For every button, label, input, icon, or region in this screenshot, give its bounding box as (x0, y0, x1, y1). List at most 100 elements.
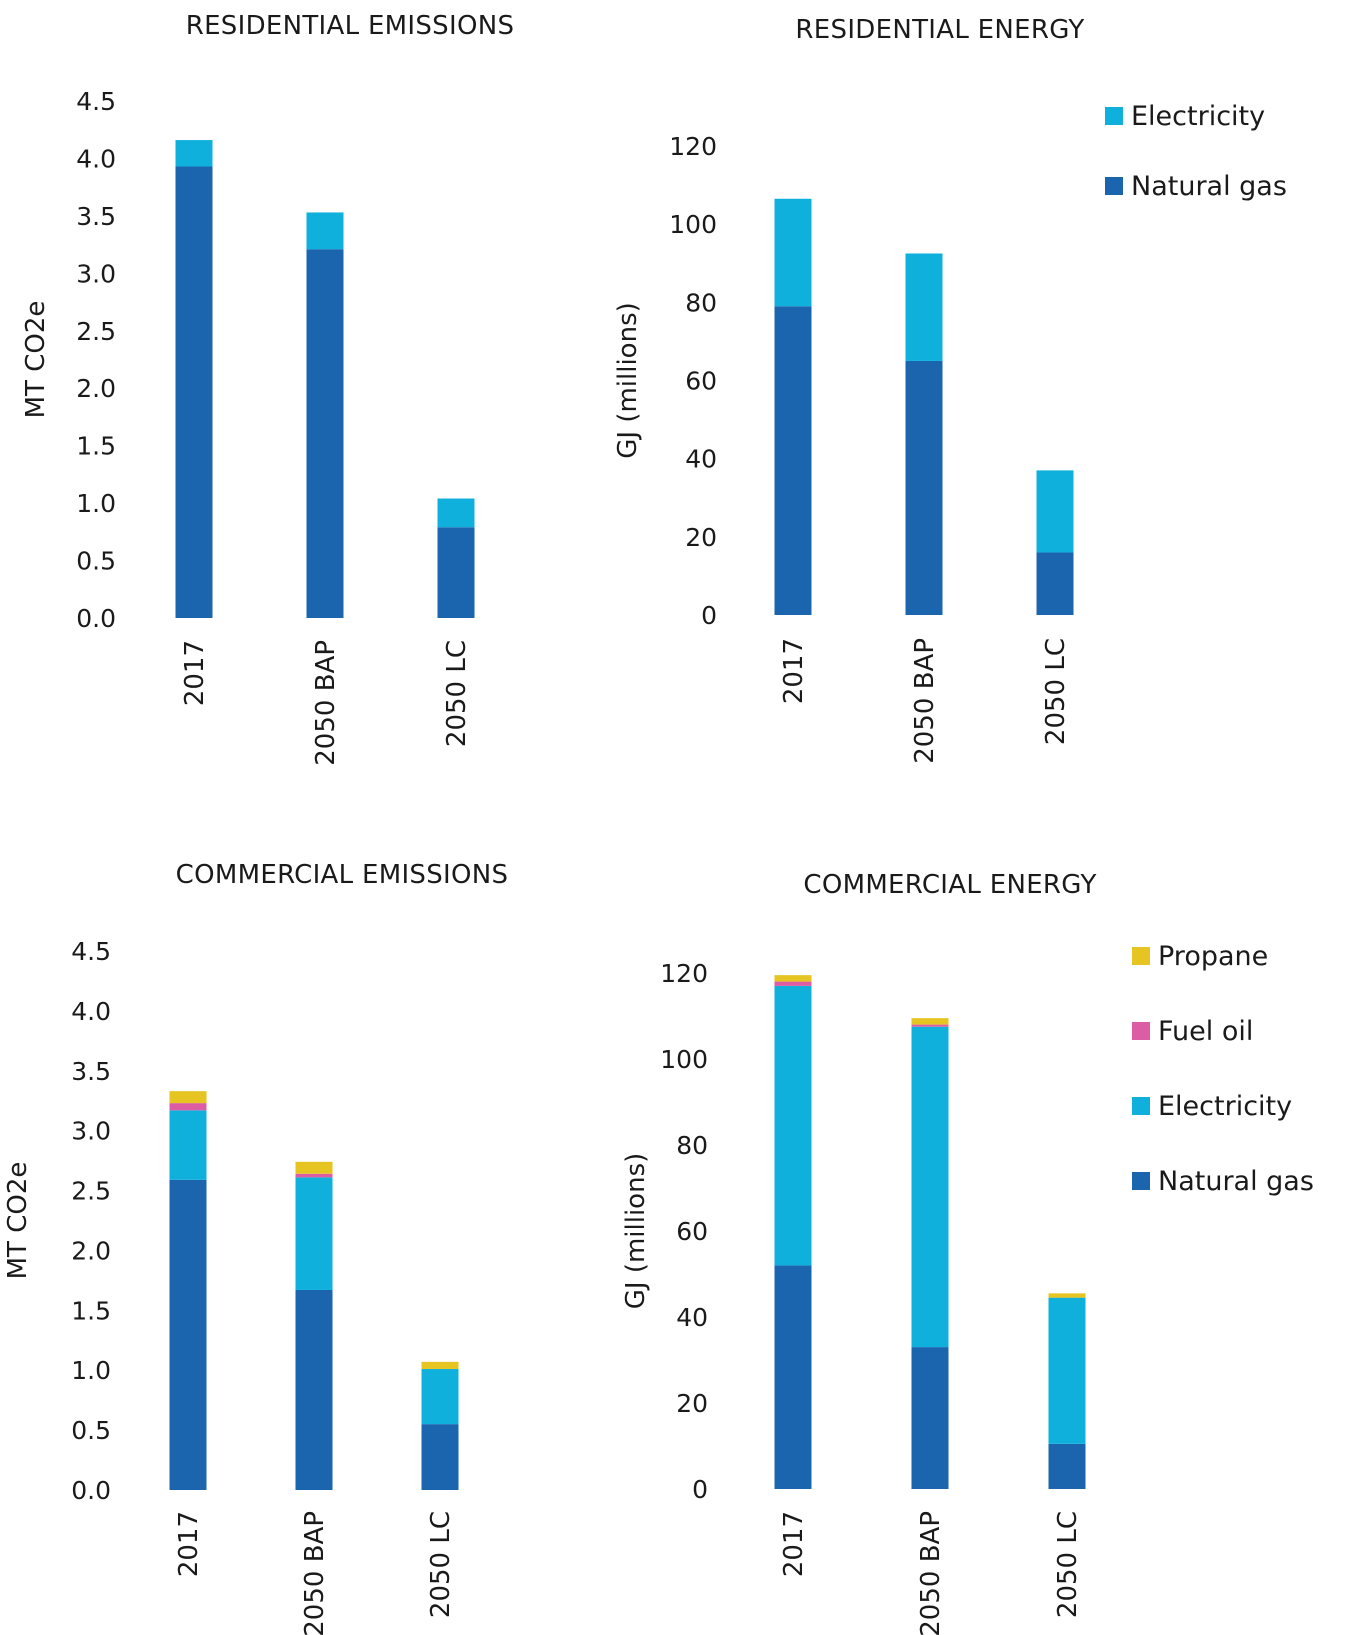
legend-swatch (1105, 177, 1123, 195)
y-tick-label: 3.5 (76, 202, 116, 231)
x-category-label: 2050 BAP (311, 640, 341, 766)
y-tick-label: 0.0 (76, 604, 116, 633)
bar-electricity (421, 1369, 459, 1425)
legend-label: Fuel oil (1158, 1016, 1253, 1047)
x-category-label: 2050 BAP (916, 1511, 946, 1635)
y-tick-label: 0 (692, 1475, 708, 1504)
y-axis-title: GJ (millions) (613, 302, 643, 459)
chart-4: COMMERCIAL ENERGY 0 20 40 60 80 100 120 GJ (mill… (621, 870, 1314, 1635)
bar-propane (1048, 1293, 1086, 1298)
bar-propane (169, 1091, 207, 1104)
legend-label: Electricity (1158, 1091, 1292, 1122)
y-tick-label: 0 (701, 601, 717, 630)
bar-fuel-oil (911, 1024, 949, 1027)
bar-electricity (774, 198, 812, 307)
bar-propane (421, 1361, 459, 1370)
x-category-label: 2017 (779, 1511, 809, 1577)
y-tick-label: 40 (685, 445, 717, 474)
bar-natural-gas (1048, 1443, 1086, 1489)
legend-label: Natural gas (1158, 1166, 1314, 1197)
x-category-label: 2050 LC (442, 640, 472, 747)
bar-natural-gas (911, 1347, 949, 1489)
legend-swatch (1132, 1172, 1150, 1190)
y-tick-label: 1.0 (71, 1356, 111, 1385)
chart-title: RESIDENTIAL ENERGY (795, 15, 1084, 45)
x-category-label: 2050 LC (426, 1511, 456, 1618)
chart-2: RESIDENTIAL ENERGY 0 20 40 60 80 100 120 GJ (mil… (613, 15, 1287, 764)
bar-electricity (295, 1177, 333, 1290)
y-tick-label: 40 (676, 1303, 708, 1332)
bar-electricity (911, 1026, 949, 1348)
bar-natural-gas (774, 306, 812, 615)
x-category-label: 2050 LC (1053, 1511, 1083, 1618)
bar-natural-gas (169, 1179, 207, 1490)
legend-swatch (1132, 1097, 1150, 1115)
bar-natural-gas (437, 527, 475, 618)
x-category-label: 2050 BAP (300, 1511, 330, 1635)
y-tick-label: 2.0 (76, 374, 116, 403)
bar-natural-gas (421, 1424, 459, 1490)
y-tick-label: 0.0 (71, 1476, 111, 1505)
legend-swatch (1105, 107, 1123, 125)
legend-label: Propane (1158, 941, 1268, 972)
y-tick-label: 100 (660, 1045, 708, 1074)
bar-natural-gas (1036, 552, 1074, 615)
bar-electricity (905, 253, 943, 361)
y-tick-label: 1.5 (71, 1296, 111, 1325)
y-tick-label: 20 (685, 523, 717, 552)
chart-title: RESIDENTIAL EMISSIONS (186, 11, 515, 41)
bar-natural-gas (774, 1265, 812, 1489)
chart-1: RESIDENTIAL EMISSIONS 0.0 0.5 1.0 1.5 2.0 2.5 3… (21, 11, 514, 766)
y-tick-label: 4.0 (71, 997, 111, 1026)
legend-label: Electricity (1131, 101, 1265, 132)
bar-natural-gas (295, 1289, 333, 1490)
x-category-label: 2017 (180, 640, 210, 706)
x-category-label: 2050 BAP (910, 638, 940, 764)
bar-electricity (169, 1110, 207, 1180)
y-tick-label: 20 (676, 1389, 708, 1418)
bar-fuel-oil (295, 1173, 333, 1178)
y-tick-label: 60 (676, 1217, 708, 1246)
legend-swatch (1132, 1022, 1150, 1040)
y-axis-title: GJ (millions) (621, 1153, 651, 1310)
y-tick-label: 120 (669, 132, 717, 161)
bar-propane (774, 975, 812, 982)
y-tick-label: 3.5 (71, 1057, 111, 1086)
y-axis-title: MT CO2e (21, 301, 51, 419)
y-tick-label: 2.5 (76, 317, 116, 346)
y-tick-label: 1.0 (76, 489, 116, 518)
bar-fuel-oil (169, 1103, 207, 1111)
y-tick-label: 120 (660, 959, 708, 988)
legend-swatch (1132, 947, 1150, 965)
bar-natural-gas (306, 249, 344, 618)
bar-propane (911, 1018, 949, 1025)
bar-propane (295, 1161, 333, 1174)
chart-title: COMMERCIAL ENERGY (803, 870, 1096, 900)
y-tick-label: 60 (685, 367, 717, 396)
y-tick-label: 2.0 (71, 1236, 111, 1265)
y-tick-label: 80 (676, 1131, 708, 1160)
bar-natural-gas (905, 360, 943, 615)
y-tick-label: 1.5 (76, 432, 116, 461)
x-category-label: 2050 LC (1041, 638, 1071, 745)
y-tick-label: 80 (685, 288, 717, 317)
chart-3: COMMERCIAL EMISSIONS 0.0 0.5 1.0 1.5 2.0 2.5 3.… (3, 860, 508, 1635)
x-category-label: 2017 (174, 1511, 204, 1577)
y-tick-label: 3.0 (76, 259, 116, 288)
y-tick-label: 100 (669, 210, 717, 239)
bar-natural-gas (175, 166, 213, 618)
y-axis-title: MT CO2e (3, 1162, 33, 1280)
bar-electricity (1048, 1297, 1086, 1444)
y-tick-label: 4.0 (76, 144, 116, 173)
chart-title: COMMERCIAL EMISSIONS (176, 860, 509, 890)
bar-electricity (175, 140, 213, 167)
bar-electricity (306, 212, 344, 250)
y-tick-label: 3.0 (71, 1117, 111, 1146)
y-tick-label: 2.5 (71, 1177, 111, 1206)
y-tick-label: 0.5 (71, 1416, 111, 1445)
bar-electricity (774, 985, 812, 1266)
y-tick-label: 0.5 (76, 547, 116, 576)
bar-electricity (437, 498, 475, 528)
y-tick-label: 4.5 (76, 87, 116, 116)
